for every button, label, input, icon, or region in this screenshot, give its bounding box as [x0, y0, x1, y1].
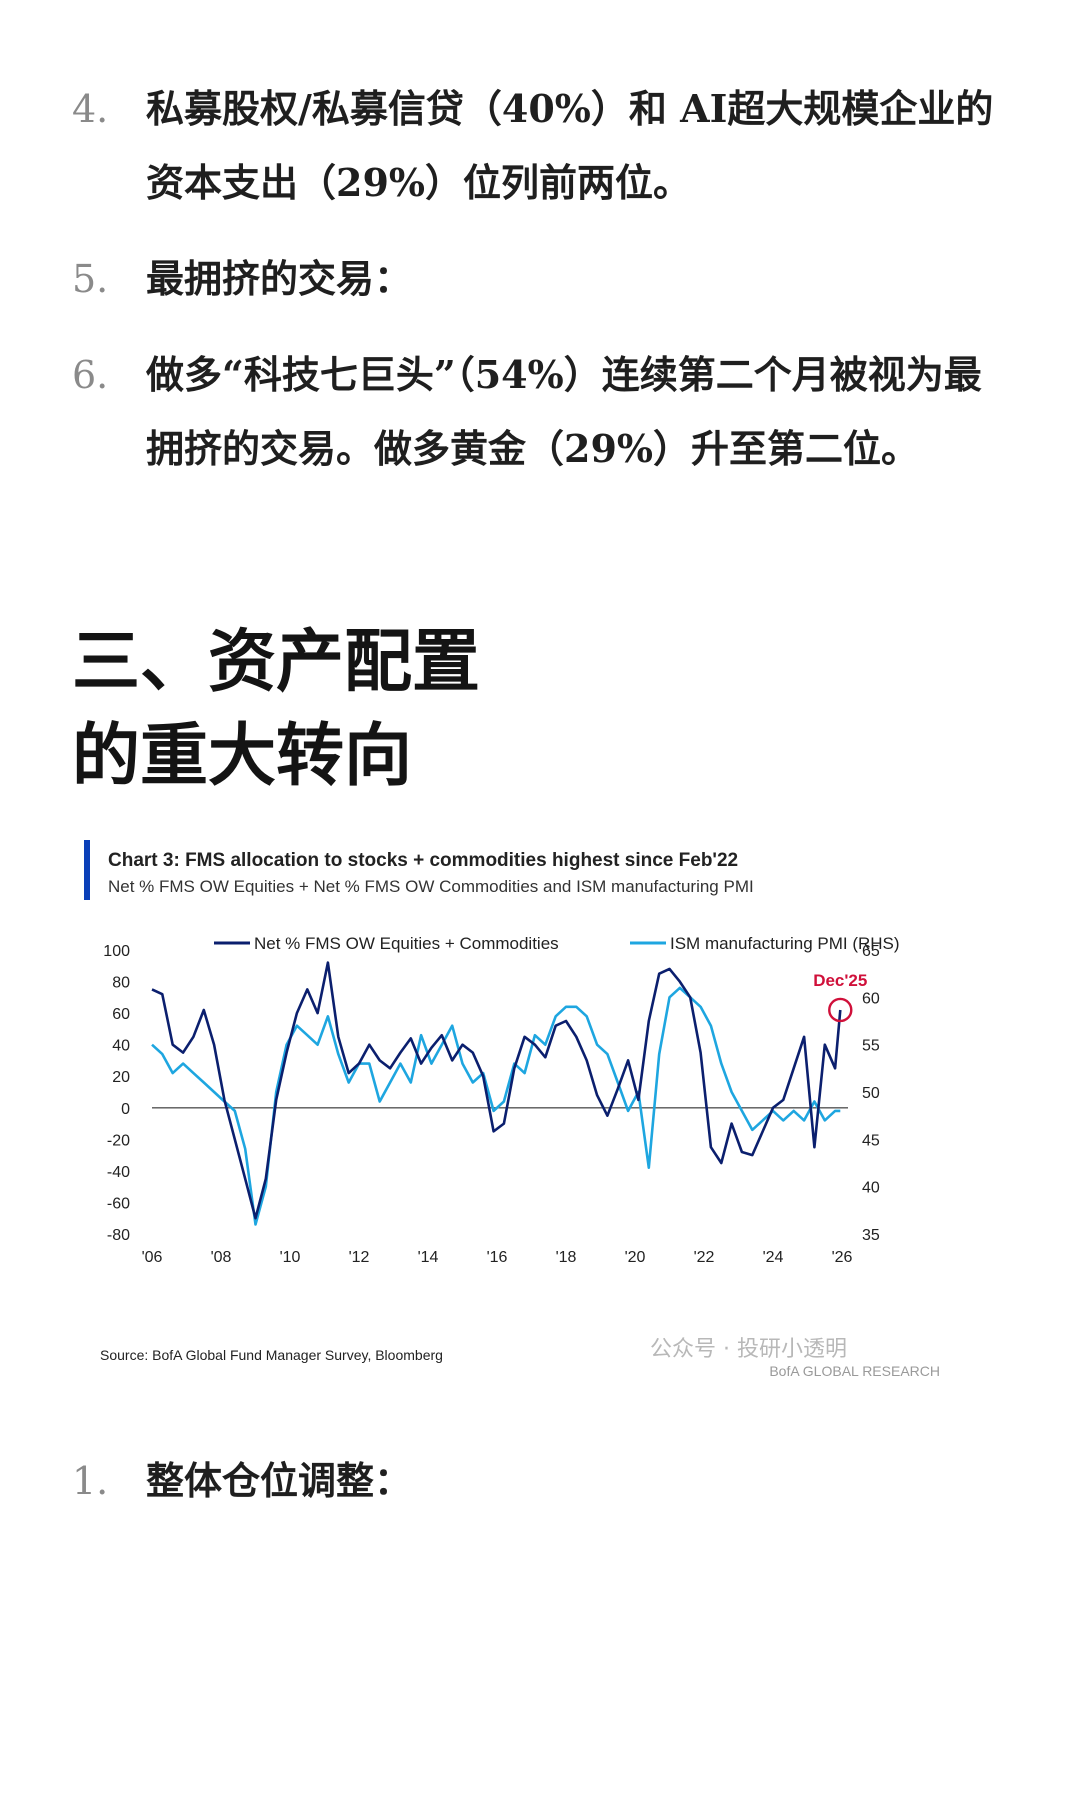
y-right-tick-label: 50: [862, 1085, 880, 1102]
chart-title: Chart 3: FMS allocation to stocks + comm…: [108, 850, 738, 871]
list-item-text: 最拥挤的交易：: [146, 256, 413, 301]
y-right-tick-label: 40: [862, 1180, 880, 1197]
list-item-number: 6.: [72, 353, 109, 397]
watermark-text: 公众号 · 投研小透明: [650, 1337, 847, 1362]
list-item-text: 做多“科技七巨头”（54%）连续第二个月被视为最拥挤的交易。做多黄金（29%）升…: [146, 352, 982, 471]
y-left-tick-label: 80: [112, 975, 130, 992]
x-tick-label: '16: [487, 1249, 508, 1266]
y-left-tick-label: 0: [121, 1101, 130, 1118]
y-right-tick-label: 60: [862, 990, 880, 1007]
list-item-text: 私募股权/私募信贷（40%）和 AI超大规模企业的资本支出（29%）位列前两位。: [146, 86, 994, 205]
x-tick-label: '06: [142, 1249, 163, 1266]
y-right-tick-label: 45: [862, 1132, 880, 1149]
y-right-tick-label: 35: [862, 1227, 880, 1244]
chart-subtitle: Net % FMS OW Equities + Net % FMS OW Com…: [108, 877, 754, 896]
numbered-list-top: 4. 私募股权/私募信贷（40%）和 AI超大规模企业的资本支出（29%）位列前…: [72, 72, 1012, 486]
chart-series: [151, 961, 842, 1226]
chart-axes: 100 80 60 40 20 0 -20 -40 -60 -80 65 60 55 50 45 40 35 '0…: [103, 943, 880, 1266]
annotation-circle: [828, 997, 853, 1023]
x-tick-label: '14: [418, 1249, 439, 1266]
list-item: 4. 私募股权/私募信贷（40%）和 AI超大规模企业的资本支出（29%）位列前…: [72, 72, 1012, 220]
y-left-tick-label: -80: [107, 1227, 130, 1244]
series-line-ism-pmi: [151, 986, 841, 1226]
y-left-tick-label: -40: [107, 1164, 130, 1181]
x-tick-label: '12: [349, 1249, 370, 1266]
y-right-tick-label: 55: [862, 1038, 880, 1055]
y-left-tick-label: -60: [107, 1195, 130, 1212]
y-right-tick-label: 65: [862, 943, 880, 960]
legend-label-series-1: Net % FMS OW Equities + Commodities: [254, 934, 559, 953]
x-tick-label: '26: [832, 1249, 853, 1266]
x-tick-label: '10: [280, 1249, 301, 1266]
x-tick-label: '18: [556, 1249, 577, 1266]
x-tick-label: '08: [211, 1249, 232, 1266]
chart-svg: Chart 3: FMS allocation to stocks + comm…: [84, 840, 940, 1379]
chart-figure: Chart 3: FMS allocation to stocks + comm…: [82, 838, 1002, 1398]
list-item: 5. 最拥挤的交易：: [72, 242, 1012, 316]
y-left-tick-label: 100: [103, 943, 130, 960]
list-item-number: 1.: [72, 1459, 109, 1503]
section-heading-line-2: 的重大转向: [72, 716, 413, 796]
numbered-list-bottom: 1. 整体仓位调整：: [72, 1444, 1012, 1518]
x-tick-label: '22: [694, 1249, 715, 1266]
list-item-number: 4.: [72, 87, 109, 131]
x-tick-label: '24: [763, 1249, 784, 1266]
series-line-fms-equities-commodities: [151, 961, 842, 1220]
chart-accent-bar: [84, 840, 90, 900]
y-left-tick-label: -20: [107, 1132, 130, 1149]
y-left-tick-label: 20: [112, 1069, 130, 1086]
annotation-label: Dec'25: [813, 971, 867, 990]
list-item: 6. 做多“科技七巨头”（54%）连续第二个月被视为最拥挤的交易。做多黄金（29…: [72, 338, 1012, 486]
list-item-number: 5.: [72, 257, 109, 301]
chart-source-note: Source: BofA Global Fund Manager Survey,…: [100, 1347, 443, 1363]
section-heading-line-1: 三、资产配置: [72, 622, 481, 702]
y-left-tick-label: 40: [112, 1038, 130, 1055]
y-left-tick-label: 60: [112, 1006, 130, 1023]
section-heading: 三、资产配置 的重大转向: [72, 615, 772, 803]
chart-annotation: Dec'25: [813, 971, 867, 1023]
list-item-text: 整体仓位调整：: [146, 1458, 413, 1503]
list-item: 1. 整体仓位调整：: [72, 1444, 1012, 1518]
brand-label: BofA GLOBAL RESEARCH: [769, 1363, 940, 1379]
legend-label-series-2: ISM manufacturing PMI (RHS): [670, 934, 900, 953]
x-tick-label: '20: [625, 1249, 646, 1266]
